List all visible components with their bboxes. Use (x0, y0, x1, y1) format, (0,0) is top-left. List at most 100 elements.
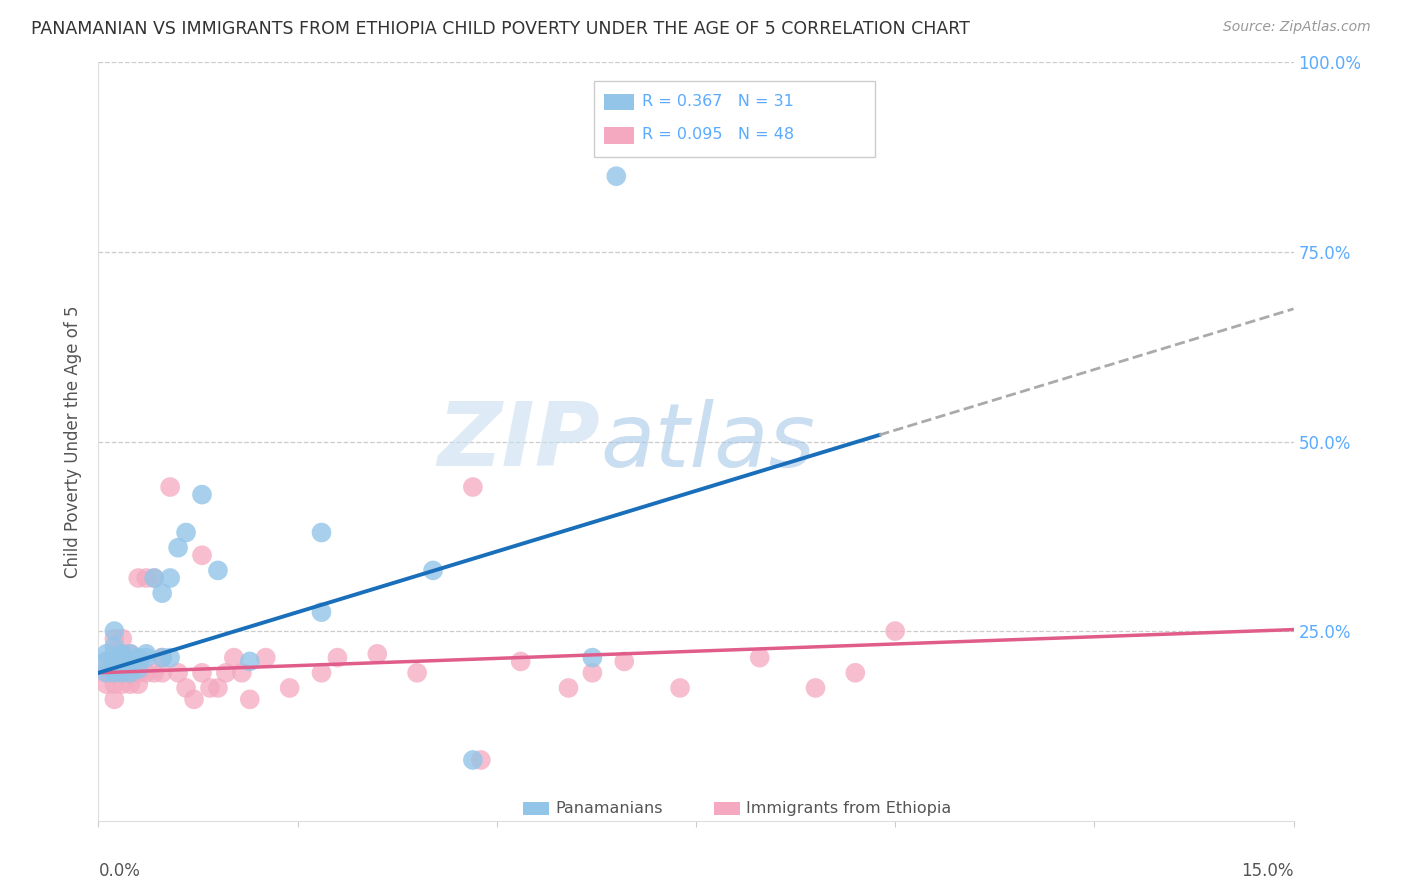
Point (183, 692, 205, 706)
Point (557, 681, 579, 695)
Point (198, 681, 221, 695)
Point (111, 632, 134, 646)
Point (103, 665, 125, 680)
Point (111, 647, 134, 661)
Text: 0.0%: 0.0% (98, 863, 141, 880)
Point (111, 647, 134, 661)
Point (120, 655, 142, 669)
Point (103, 632, 125, 646)
Point (120, 647, 142, 661)
Point (120, 655, 142, 669)
Bar (523, 803, 548, 814)
Point (127, 655, 149, 669)
Point (159, 480, 181, 494)
Point (366, 647, 388, 661)
Point (103, 624, 125, 639)
Point (669, 681, 692, 695)
Point (111, 665, 134, 680)
Point (884, 624, 907, 639)
Bar (605, 94, 634, 111)
Point (96, 677, 118, 691)
Point (150, 650, 173, 665)
Point (96, 665, 118, 680)
Text: atlas: atlas (600, 399, 815, 484)
Point (748, 650, 770, 665)
Point (135, 665, 157, 680)
Point (311, 605, 333, 619)
Text: Source: ZipAtlas.com: Source: ZipAtlas.com (1223, 20, 1371, 34)
Point (159, 650, 181, 665)
Point (222, 650, 245, 665)
Point (167, 541, 190, 555)
Point (103, 677, 125, 691)
Point (239, 655, 262, 669)
Bar (605, 127, 634, 144)
Point (143, 571, 166, 585)
Point (191, 487, 214, 501)
Point (461, 480, 484, 494)
Point (159, 571, 181, 585)
Point (254, 650, 277, 665)
Point (120, 677, 142, 691)
Point (231, 665, 253, 680)
Point (326, 650, 349, 665)
Point (127, 662, 149, 676)
Point (844, 665, 866, 680)
Point (127, 650, 149, 665)
Point (111, 665, 134, 680)
Point (174, 681, 197, 695)
Text: Panamanians: Panamanians (555, 801, 662, 816)
Point (613, 655, 636, 669)
Point (311, 525, 333, 540)
Point (470, 753, 492, 767)
Text: R = 0.367   N = 31: R = 0.367 N = 31 (643, 94, 794, 109)
Point (96, 647, 118, 661)
Point (509, 655, 531, 669)
FancyBboxPatch shape (595, 81, 875, 157)
Point (111, 655, 134, 669)
Point (120, 665, 142, 680)
Point (103, 692, 125, 706)
Point (174, 525, 197, 540)
Point (103, 655, 125, 669)
Point (120, 647, 142, 661)
Point (103, 662, 125, 676)
Point (207, 681, 229, 695)
Text: PANAMANIAN VS IMMIGRANTS FROM ETHIOPIA CHILD POVERTY UNDER THE AGE OF 5 CORRELAT: PANAMANIAN VS IMMIGRANTS FROM ETHIOPIA C… (31, 20, 970, 37)
Point (103, 639, 125, 653)
Point (150, 650, 173, 665)
Point (581, 650, 603, 665)
Point (215, 665, 238, 680)
Point (120, 665, 142, 680)
Text: Immigrants from Ethiopia: Immigrants from Ethiopia (747, 801, 952, 816)
Point (143, 571, 166, 585)
Point (461, 753, 484, 767)
Point (191, 548, 214, 563)
Point (150, 665, 173, 680)
Text: R = 0.095   N = 48: R = 0.095 N = 48 (643, 127, 794, 142)
Point (127, 677, 149, 691)
Point (127, 665, 149, 680)
Point (135, 647, 157, 661)
Point (111, 662, 134, 676)
Point (135, 650, 157, 665)
Point (207, 564, 229, 578)
Point (103, 647, 125, 661)
Y-axis label: Child Poverty Under the Age of 5: Child Poverty Under the Age of 5 (65, 305, 83, 578)
Point (103, 665, 125, 680)
Point (143, 665, 166, 680)
Point (96, 665, 118, 680)
Text: ZIP: ZIP (437, 398, 600, 485)
Point (422, 564, 444, 578)
Point (96, 655, 118, 669)
Point (103, 655, 125, 669)
Point (239, 692, 262, 706)
Point (581, 665, 603, 680)
Point (406, 665, 429, 680)
Point (135, 571, 157, 585)
Point (111, 677, 134, 691)
Bar (714, 803, 740, 814)
Point (167, 665, 190, 680)
Point (605, 169, 627, 184)
Point (127, 571, 149, 585)
